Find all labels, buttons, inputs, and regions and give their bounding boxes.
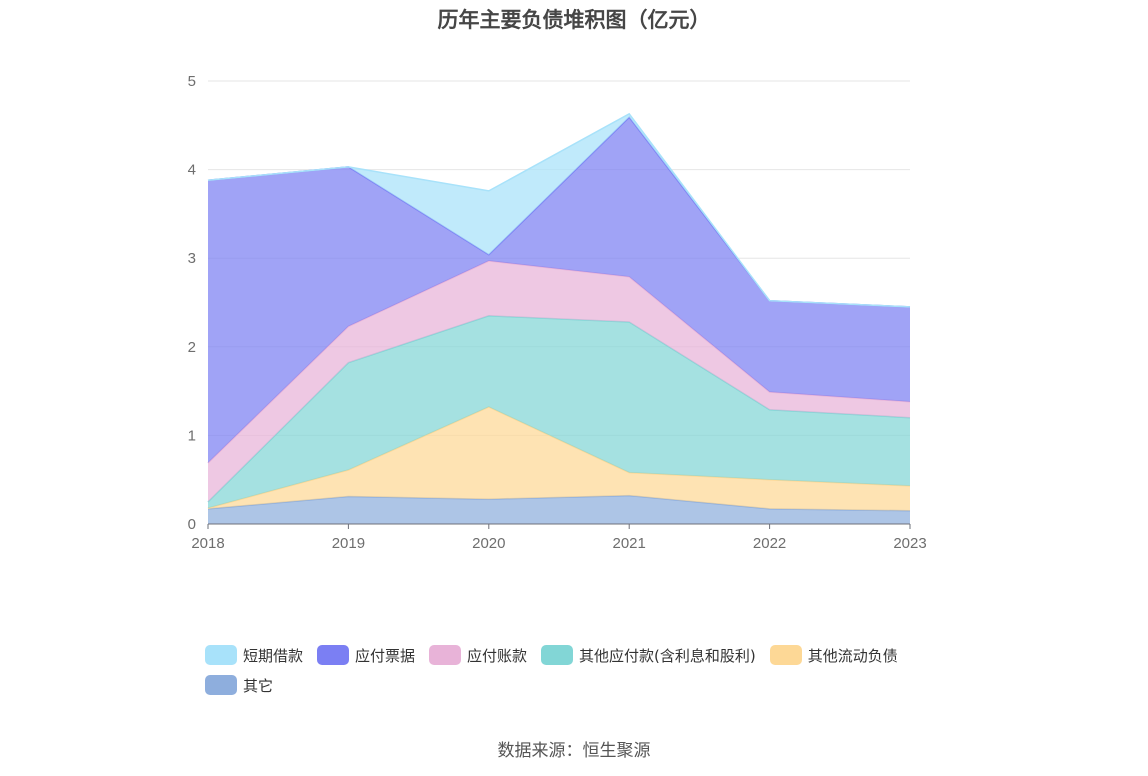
x-tick-label: 2021 <box>613 535 646 552</box>
area-series-1 <box>208 407 910 511</box>
legend-swatch <box>317 645 350 665</box>
area-line-5 <box>207 112 911 308</box>
legend-swatch <box>205 675 237 695</box>
area-series-4 <box>208 117 910 463</box>
legend-label: 应付账款 <box>467 646 528 665</box>
x-tick-label: 2020 <box>472 535 505 552</box>
y-tick-label: 2 <box>188 339 196 356</box>
y-tick-label: 1 <box>188 427 196 444</box>
x-tick-label: 2018 <box>191 535 224 552</box>
x-tick-label: 2023 <box>893 535 926 552</box>
x-tick-label: 2022 <box>753 535 786 552</box>
legend-label: 短期借款 <box>243 646 304 665</box>
legend-swatch <box>205 645 237 665</box>
legend-swatch <box>541 645 574 665</box>
y-tick-label: 5 <box>188 73 196 90</box>
area-series-2 <box>208 315 910 509</box>
legend-item[interactable]: 应付账款 <box>429 640 527 670</box>
legend-swatch <box>769 645 802 665</box>
legend-swatch <box>429 645 462 665</box>
area-series-0 <box>208 495 910 524</box>
y-tick-label: 3 <box>188 250 196 267</box>
legend-label: 应付票据 <box>355 646 416 665</box>
legend: 短期借款 应付票据 应付账款 其他应付款(含利息和股利) 其他流动负债其它 <box>205 640 965 700</box>
y-tick-label: 4 <box>188 162 196 179</box>
legend-label: 其他流动负债 <box>807 646 898 665</box>
chart-title: 历年主要负债堆积图（亿元） <box>437 8 711 32</box>
legend-item[interactable]: 其他应付款(含利息和股利) <box>541 640 756 670</box>
legend-item[interactable]: 其它 <box>205 670 273 700</box>
legend-item[interactable]: 其他流动负债 <box>769 640 898 670</box>
area-series-3 <box>208 260 910 502</box>
x-tick-label: 2019 <box>332 535 365 552</box>
legend-label: 其他应付款(含利息和股利) <box>579 646 756 665</box>
y-tick-label: 0 <box>188 516 196 533</box>
stacked-area-chart: 0 1 2 3 4 5 2018 2019 2020 2021 2022 2023 <box>188 73 927 552</box>
legend-label: 其它 <box>243 676 274 695</box>
legend-item[interactable]: 短期借款 <box>205 640 303 670</box>
data-source: 数据来源：恒生聚源 <box>497 741 651 761</box>
legend-item[interactable]: 应付票据 <box>317 640 415 670</box>
